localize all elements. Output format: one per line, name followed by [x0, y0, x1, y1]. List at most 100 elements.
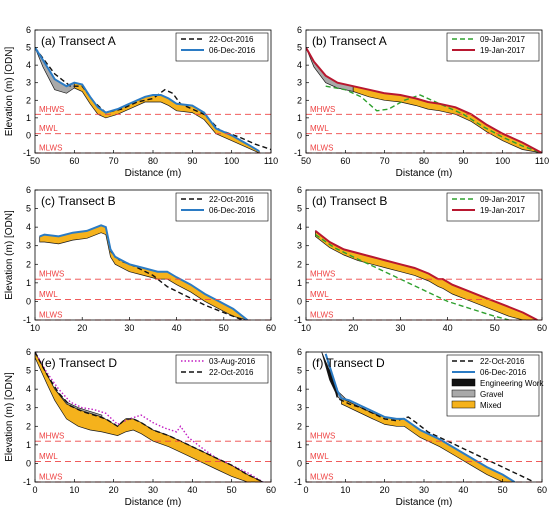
x-tick-label: 100: [495, 156, 510, 166]
legend-swatch: [451, 389, 476, 398]
panel-a: MHWS MWL MLWS 50 60 70 80 90 100 110 -1 0 1 2 3 4 5 6 Dist…: [4, 25, 278, 179]
y-tick-label: 3: [297, 403, 302, 413]
y-tick-label: 2: [297, 421, 302, 431]
y-tick-label: 3: [297, 78, 302, 88]
y-tick-label: -1: [294, 315, 302, 325]
x-axis-label: Distance (m): [125, 497, 182, 508]
legend-swatch: [451, 400, 476, 409]
series-line-03-Aug-2016: [35, 352, 264, 482]
tide-label: MLWS: [310, 473, 333, 482]
legend-box: [175, 192, 269, 222]
legend: 09-Jan-2017 19-Jan-2017: [446, 32, 540, 62]
tide-label: MHWS: [310, 105, 335, 114]
x-tick-label: 110: [264, 156, 278, 166]
tide-label: MHWS: [310, 270, 335, 279]
legend-label: 22-Oct-2016: [209, 35, 254, 44]
tide-label: MHWS: [39, 270, 64, 279]
x-tick-label: 10: [340, 485, 350, 495]
x-tick-label: 20: [77, 323, 87, 333]
tide-label: MHWS: [39, 105, 64, 114]
y-tick-label: 4: [26, 222, 31, 232]
x-tick-label: 60: [340, 156, 350, 166]
tide-label: MHWS: [39, 432, 64, 441]
x-tick-label: 80: [148, 156, 158, 166]
x-tick-label: 0: [32, 485, 37, 495]
series-line-06-Dec-2016: [324, 353, 516, 482]
y-tick-label: 0: [297, 458, 302, 468]
x-tick-label: 50: [227, 485, 237, 495]
panel-title: (a) Transect A: [41, 34, 116, 48]
y-tick-label: 3: [297, 241, 302, 251]
plot-content: [314, 230, 538, 320]
x-tick-label: 100: [224, 156, 239, 166]
plot-content: [321, 352, 535, 482]
x-tick-label: 40: [458, 485, 468, 495]
legend-label: Mixed: [480, 401, 501, 410]
panel-b: MHWS MWL MLWS 50 60 70 80 90 100 110 -1 0 1 2 3 4 5 6 Dist…: [294, 25, 549, 179]
y-tick-label: 4: [297, 222, 302, 232]
y-tick-label: 6: [26, 25, 31, 35]
x-tick-label: 50: [301, 156, 311, 166]
y-tick-label: 5: [297, 43, 302, 53]
legend-label: 19-Jan-2017: [480, 206, 525, 215]
legend-box: [446, 192, 540, 222]
axes-frame: [34, 189, 272, 321]
y-tick-label: 6: [297, 347, 302, 357]
x-tick-label: 90: [187, 156, 197, 166]
y-tick-label: 6: [26, 185, 31, 195]
tide-label: MWL: [39, 452, 58, 461]
series-line-09-Jan-2017: [325, 85, 542, 153]
legend-label: 22-Oct-2016: [209, 368, 254, 377]
series-line-22-Oct-2016: [325, 353, 535, 482]
legend: 09-Jan-2017 19-Jan-2017: [446, 192, 540, 222]
y-tick-label: 2: [297, 259, 302, 269]
panel-title: (b) Transect A: [312, 34, 387, 48]
y-tick-label: 2: [26, 259, 31, 269]
series-line-09-Jan-2017: [315, 234, 510, 320]
x-tick-label: 20: [348, 323, 358, 333]
y-tick-label: 5: [26, 204, 31, 214]
legend: 22-Oct-2016 06-Dec-2016: [175, 32, 269, 62]
series-line-19-Jan-2017: [314, 230, 538, 320]
legend-box: [175, 32, 269, 62]
tide-label: MLWS: [310, 144, 333, 153]
y-tick-label: 5: [297, 204, 302, 214]
legend: 22-Oct-2016 06-Dec-2016: [175, 192, 269, 222]
series-line-06-Dec-2016: [35, 47, 260, 153]
x-tick-label: 10: [30, 323, 40, 333]
tide-label: MLWS: [39, 311, 62, 320]
y-tick-label: 6: [297, 185, 302, 195]
tide-label: MWL: [310, 290, 329, 299]
x-tick-label: 40: [443, 323, 453, 333]
legend-box: [175, 354, 269, 384]
x-tick-label: 30: [395, 323, 405, 333]
x-tick-label: 50: [498, 485, 508, 495]
legend-label: 19-Jan-2017: [480, 46, 525, 55]
legend-label: 22-Oct-2016: [209, 195, 254, 204]
axes-frame: [305, 189, 543, 321]
tide-label: MWL: [310, 452, 329, 461]
legend-label: 06-Dec-2016: [209, 46, 256, 55]
y-tick-label: 4: [297, 60, 302, 70]
y-tick-label: 5: [297, 366, 302, 376]
y-tick-label: 4: [26, 384, 31, 394]
panel-title: (c) Transect B: [41, 194, 116, 208]
y-tick-label: -1: [23, 477, 31, 487]
x-tick-label: 0: [303, 485, 308, 495]
legend-label: 06-Dec-2016: [209, 206, 256, 215]
y-tick-label: 6: [297, 25, 302, 35]
y-tick-label: 1: [297, 278, 302, 288]
x-tick-label: 60: [69, 156, 79, 166]
panel-c: MHWS MWL MLWS 10 20 30 40 50 60 -1 0 1 2 3 4 5 6 Elevatio…: [4, 185, 276, 333]
x-tick-label: 80: [419, 156, 429, 166]
plot-content: [306, 47, 542, 153]
y-tick-label: 1: [26, 113, 31, 123]
y-tick-label: 0: [26, 296, 31, 306]
y-tick-label: 1: [297, 113, 302, 123]
legend-label: 06-Dec-2016: [480, 368, 527, 377]
y-tick-label: 0: [297, 296, 302, 306]
legend-label: 09-Jan-2017: [480, 195, 525, 204]
x-tick-label: 30: [419, 485, 429, 495]
tide-label: MLWS: [39, 144, 62, 153]
